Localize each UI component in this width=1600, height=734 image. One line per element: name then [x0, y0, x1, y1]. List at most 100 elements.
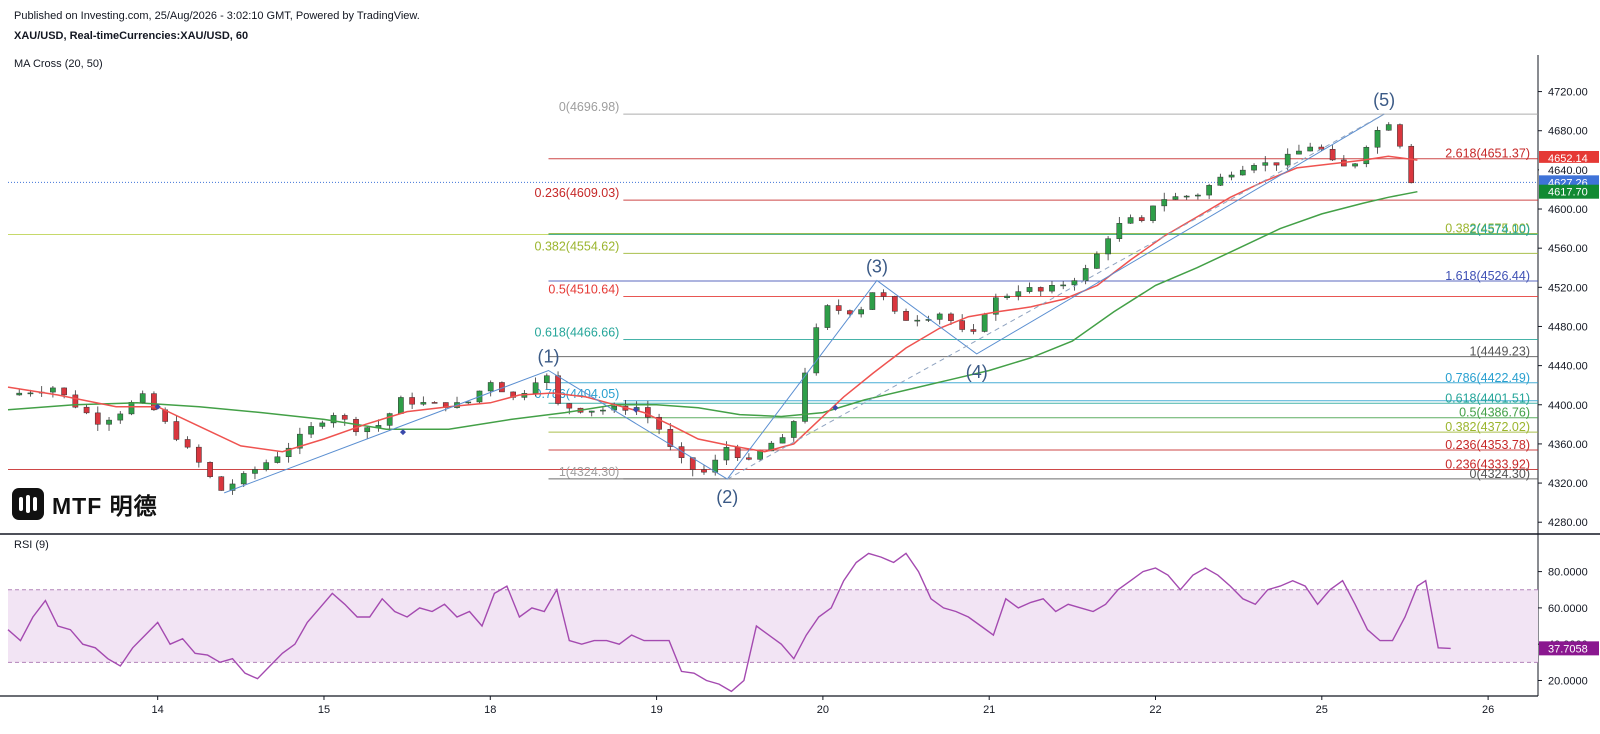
price-marker-badge [1539, 184, 1599, 199]
fib-label: 1(4324.30) [559, 465, 619, 479]
time-tick-label: 19 [650, 704, 662, 716]
rsi-tick-label: 80.0000 [1548, 567, 1588, 579]
candle-up [117, 413, 124, 421]
time-tick-label: 20 [817, 704, 829, 716]
candle-down [1408, 145, 1415, 184]
candle-up [588, 410, 595, 413]
candle-down [970, 329, 977, 332]
price-tick-label: 4520.00 [1548, 282, 1588, 294]
wave-label: (1) [537, 347, 559, 367]
candle-up [1262, 162, 1269, 166]
price-tick-label: 4320.00 [1548, 478, 1588, 490]
candle-up [308, 426, 314, 435]
rsi-band [8, 589, 1538, 663]
rsi-line [7, 552, 1451, 693]
candle-down [1397, 124, 1403, 147]
candle-up [1026, 287, 1033, 292]
symbol-title: XAU/USD, Real-timeCurrencies:XAU/USD, 60 [14, 30, 249, 42]
ma-cross-marker [154, 403, 161, 410]
fib-label: 2(4574.10) [1470, 222, 1530, 236]
time-tick-label: 21 [983, 704, 995, 716]
fib-label: 0.786(4422.49) [1445, 371, 1530, 385]
ma50-line [7, 190, 1418, 430]
candle-up [813, 327, 820, 374]
candle-up [914, 319, 921, 322]
candle-down [173, 421, 180, 440]
price-tick-label: 4680.00 [1548, 126, 1588, 138]
candle-down [678, 446, 685, 458]
candle-down [903, 311, 909, 321]
candle-up [139, 393, 146, 403]
candle-down [431, 402, 438, 404]
price-tick-label: 4560.00 [1548, 243, 1588, 255]
candle-up [802, 372, 808, 422]
candle-up [1105, 238, 1111, 255]
candle-up [936, 313, 943, 320]
ma-cross-label: MA Cross (20, 50) [14, 58, 103, 70]
candle-down [207, 462, 213, 477]
wave-label: (4) [966, 362, 988, 382]
price-marker-label: 4640.00 [1548, 165, 1588, 177]
ma-cross-marker [832, 404, 839, 411]
elliott-wave-line [224, 113, 1385, 494]
candle-up [543, 375, 550, 383]
price-tick-label: 4280.00 [1548, 517, 1588, 529]
price-marker-label: 4617.70 [1548, 187, 1588, 199]
candle-up [1127, 217, 1134, 224]
candle-down [555, 375, 561, 404]
candle-up [1161, 199, 1168, 207]
fib-label: 1.618(4526.44) [1445, 269, 1530, 283]
candle-up [1239, 169, 1246, 176]
candle-up [723, 447, 730, 461]
candle-up [992, 297, 999, 315]
candle-up [27, 392, 34, 395]
candle-down [218, 476, 225, 491]
candle-down [891, 296, 898, 312]
candle-up [1296, 150, 1302, 155]
candle-up [1060, 284, 1067, 287]
candle-down [667, 429, 674, 447]
candle-up [768, 442, 775, 452]
candle-up [779, 437, 786, 444]
fib-label: 1(4449.23) [1470, 345, 1530, 359]
candle-up [1094, 253, 1100, 269]
wave-label: (2) [716, 487, 738, 507]
candle-up [330, 415, 337, 424]
candle-up [1352, 163, 1358, 167]
fib-label: 0.5(4386.76) [1459, 406, 1530, 420]
candle-down [746, 457, 752, 460]
candle-up [274, 456, 281, 463]
price-tick-label: 4600.00 [1548, 204, 1588, 216]
candle-up [487, 382, 494, 392]
candle-up [790, 421, 797, 438]
fib-label: 0.236(4609.03) [535, 186, 620, 200]
fib-label: 0.236(4353.78) [1445, 438, 1530, 452]
ma20-line [7, 155, 1418, 453]
candle-up [229, 483, 236, 491]
candle-down [656, 416, 662, 430]
fib-label: 0(4696.98) [559, 100, 619, 114]
candle-down [184, 439, 191, 448]
time-tick-label: 26 [1482, 704, 1494, 716]
price-tick-label: 4360.00 [1548, 439, 1588, 451]
candle-up [386, 413, 393, 426]
candle-down [734, 447, 741, 459]
price-tick-label: 4480.00 [1548, 321, 1588, 333]
ma-cross-marker [399, 429, 406, 436]
price-marker-badge [1539, 162, 1599, 177]
candle-down [353, 419, 359, 433]
candle-down [1329, 148, 1336, 161]
time-tick-label: 18 [484, 704, 496, 716]
candle-down [72, 394, 79, 408]
candle-up [1015, 291, 1022, 297]
candle-down [409, 397, 415, 405]
candle-up [128, 401, 135, 415]
candle-up [1385, 124, 1392, 131]
fib-label: 0.618(4466.66) [535, 326, 620, 340]
wave-label: (3) [866, 256, 888, 276]
candle-down [83, 406, 90, 414]
candle-down [94, 412, 101, 425]
rsi-tick-label: 60.0000 [1548, 603, 1588, 615]
mtf-logo-icon [12, 488, 44, 520]
